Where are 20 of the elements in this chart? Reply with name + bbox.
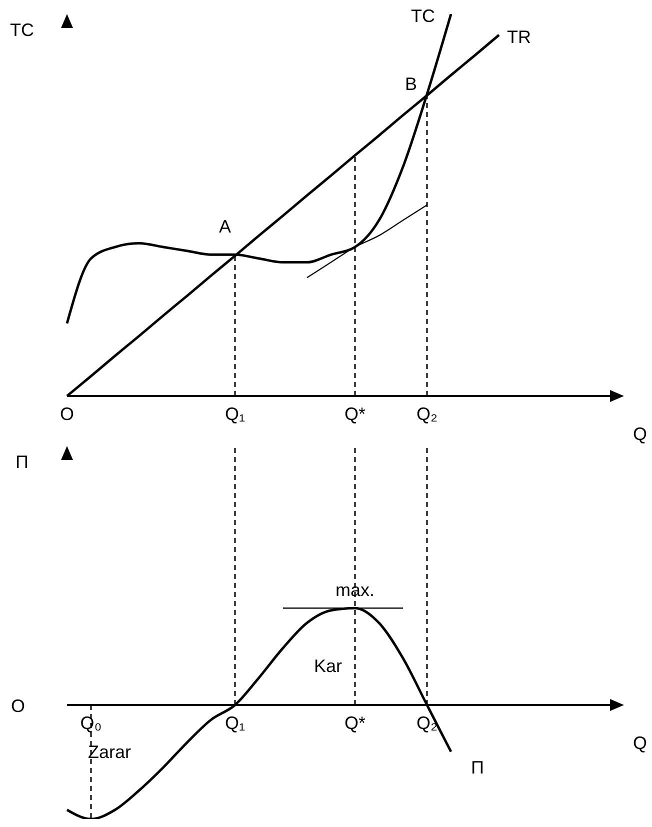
x-tick-label: Q* xyxy=(344,404,366,424)
x-tick-label: Q₂ xyxy=(416,713,438,733)
x-axis-title: Q xyxy=(632,733,648,753)
text: O xyxy=(10,696,26,716)
x-axis-title: Q xyxy=(632,424,648,444)
series-label: TC xyxy=(411,6,435,26)
x-tick-label: Q₂ xyxy=(416,404,438,424)
y-axis-title: Π xyxy=(16,452,28,472)
annotation: B xyxy=(404,74,417,94)
annotation: A xyxy=(218,216,231,237)
y-axis-title: TC xyxy=(10,20,34,40)
x-tick-label: Q₁ xyxy=(224,713,246,733)
annotation: max. xyxy=(335,580,375,600)
series-label: Π xyxy=(471,758,484,778)
series-label: TR xyxy=(507,27,531,48)
annotation: Zarar xyxy=(88,742,132,762)
annotation: Kar xyxy=(314,656,342,676)
x-tick-label: Q* xyxy=(344,713,366,733)
x-tick-label: O xyxy=(60,404,74,424)
x-tick-label: Q₁ xyxy=(224,404,246,424)
